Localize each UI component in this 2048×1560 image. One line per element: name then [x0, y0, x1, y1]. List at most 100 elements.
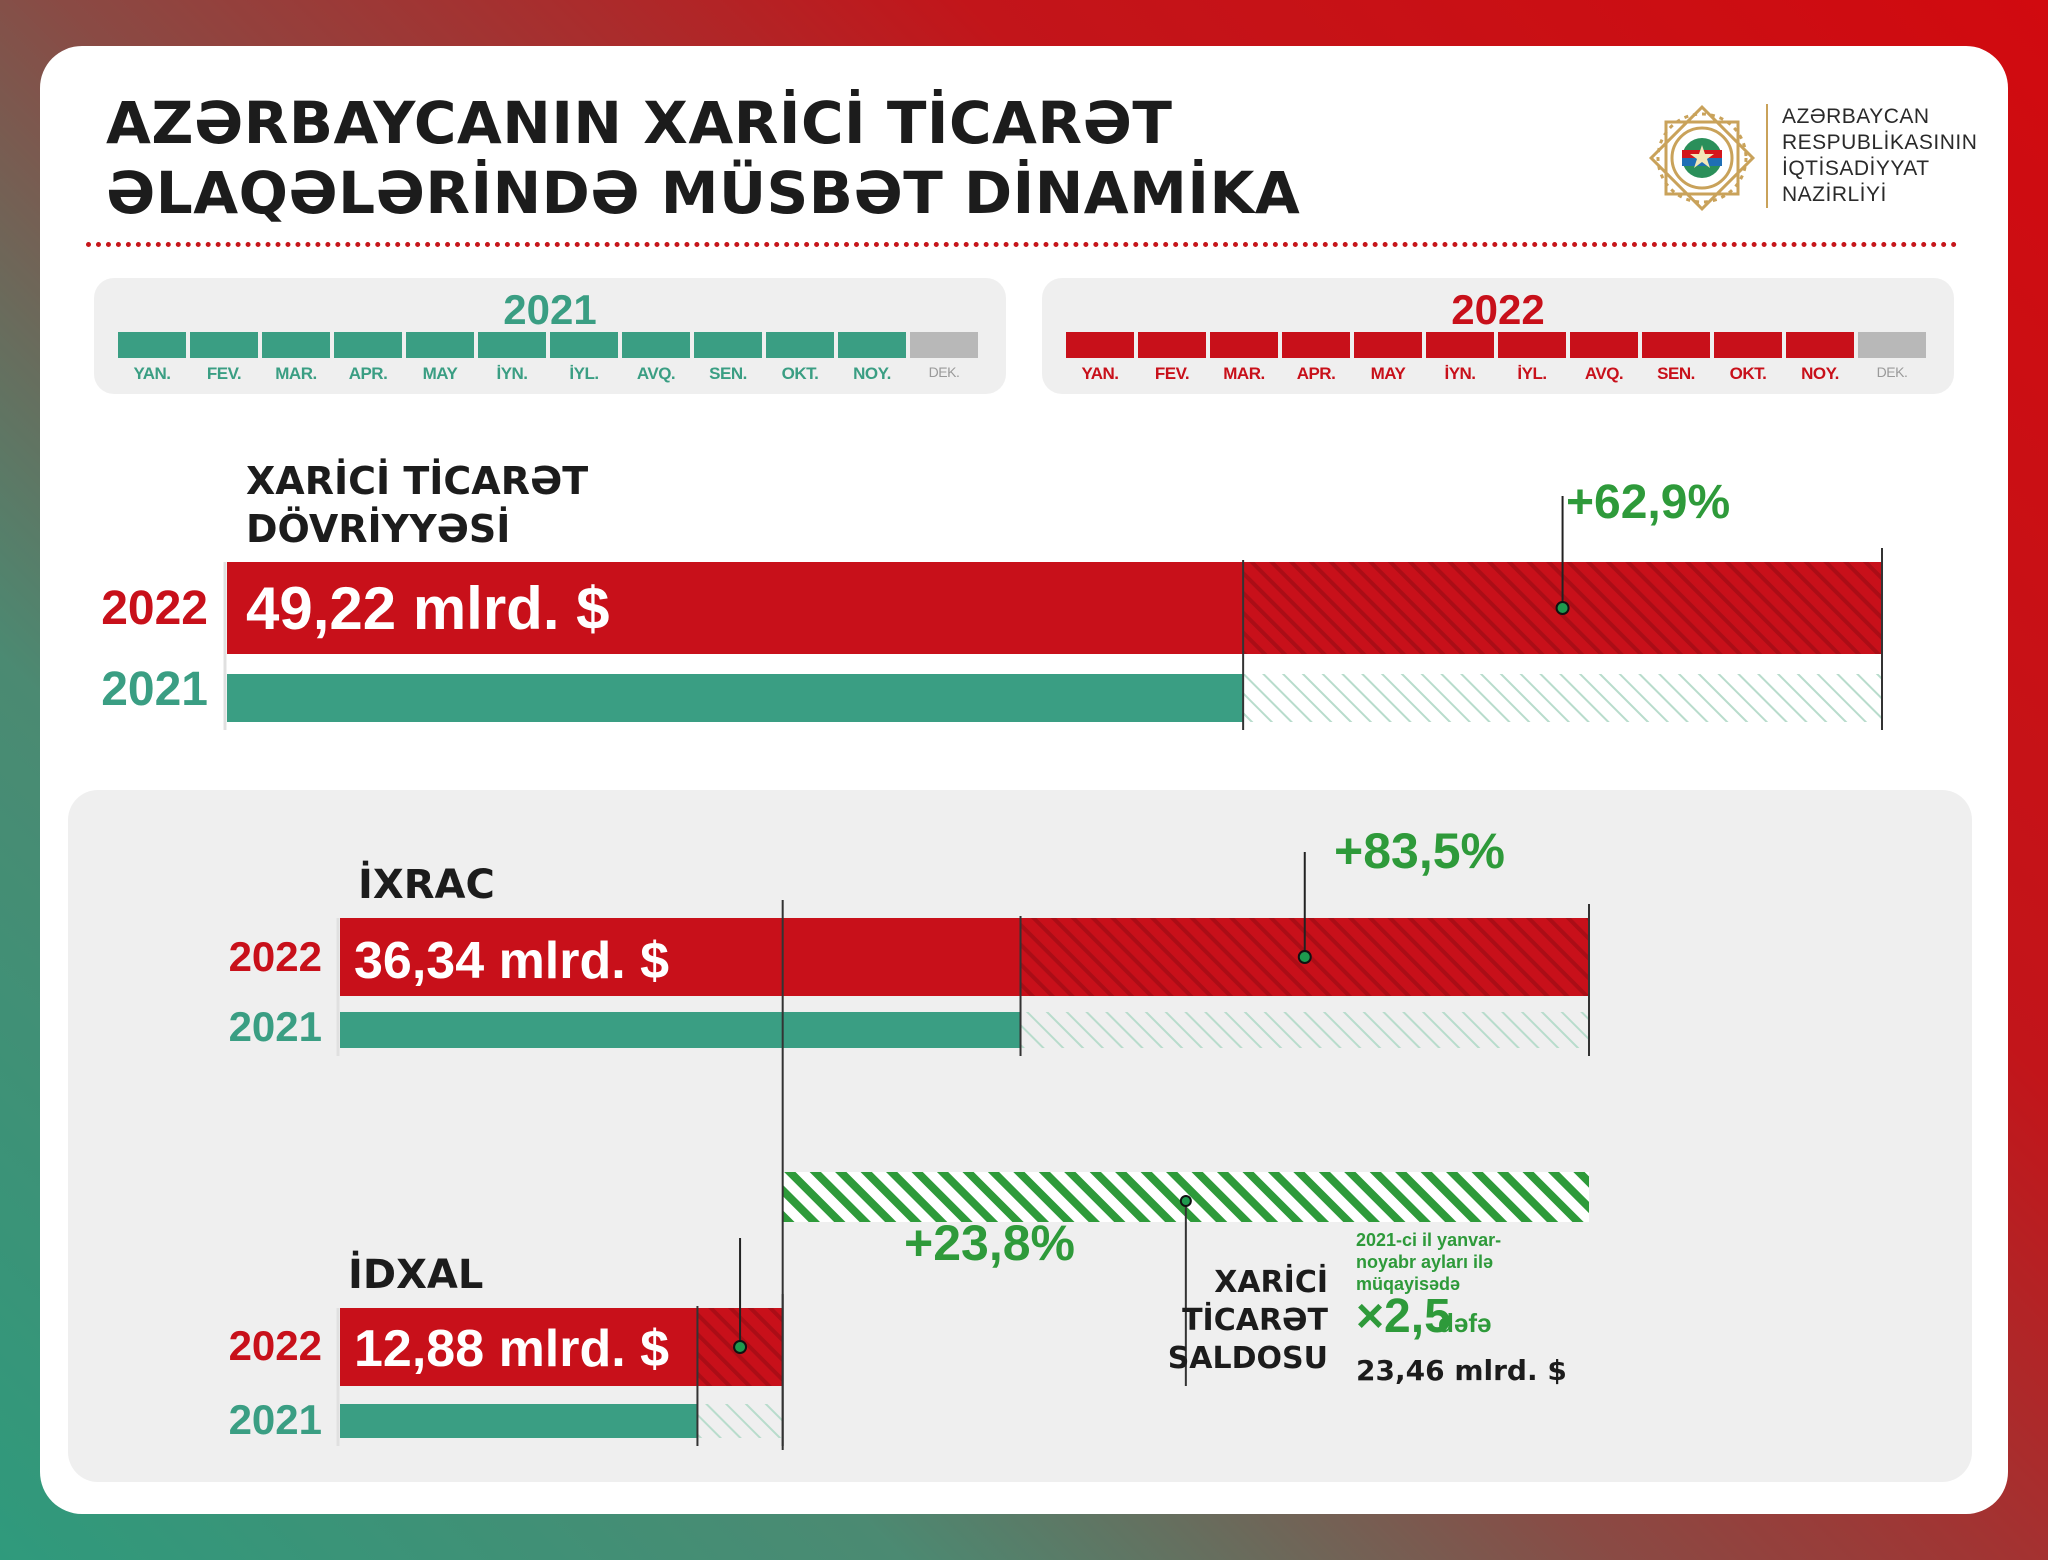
month-label: İYL. — [1517, 364, 1547, 383]
month-bar — [550, 332, 618, 358]
month-bar — [1210, 332, 1278, 358]
year-label-2022: 2022 — [229, 933, 322, 980]
category-label: XARİCİ TİCARƏT — [246, 459, 588, 503]
month-cell: İYL. — [1498, 332, 1566, 384]
ministry-emblem-icon — [1648, 104, 1756, 212]
period-panel-2021: 2021 YAN. FEV. MAR. APR. MAY İYN. İYL. AVQ. SEN.… — [94, 278, 1006, 394]
bar-2022 — [340, 918, 1021, 996]
value-label-2022: 12,88 mlrd. $ — [354, 1320, 669, 1378]
month-label: DEK. — [1876, 364, 1908, 380]
month-label: SEN. — [1657, 364, 1695, 383]
year-label-2021: 2021 — [101, 663, 208, 716]
month-label: İYL. — [569, 364, 599, 383]
growth-marker-dot — [1555, 601, 1570, 615]
bar-2021 — [340, 1404, 698, 1438]
year-label-2022: 2022 — [101, 582, 208, 635]
month-label: MAY — [1370, 364, 1406, 383]
month-label: AVQ. — [1584, 364, 1624, 383]
balance-label: XARİCİ — [1214, 1264, 1328, 1300]
ministry-line: İQTİSADİYYAT — [1782, 157, 1930, 180]
month-cell: APR. — [1282, 332, 1350, 384]
infographic-card: AZƏRBAYCANIN XARİCİ TİCARƏT ƏLAQƏLƏRİNDƏ… — [40, 46, 2008, 1514]
value-label-2022: 49,22 mlrd. $ — [246, 575, 610, 642]
ministry-line: NAZİRLİYİ — [1782, 183, 1887, 206]
page-title: AZƏRBAYCANIN XARİCİ TİCARƏT ƏLAQƏLƏRİNDƏ… — [106, 88, 1300, 228]
month-bar — [1066, 332, 1134, 358]
month-cell: MAR. — [1210, 332, 1278, 384]
month-label: MAR. — [275, 364, 317, 383]
month-cell: DEK. — [910, 332, 978, 384]
balance-multiplier-word: dəfə — [1438, 1308, 1491, 1338]
title-divider — [86, 242, 1958, 247]
month-label: MAY — [422, 364, 458, 383]
month-label: APR. — [348, 364, 388, 383]
month-bar — [694, 332, 762, 358]
month-cell: AVQ. — [1570, 332, 1638, 384]
growth-marker-dot — [733, 1340, 748, 1354]
month-bar — [1426, 332, 1494, 358]
month-label: FEV. — [1154, 364, 1190, 383]
month-label: FEV. — [206, 364, 242, 383]
month-bar — [1138, 332, 1206, 358]
month-bar — [262, 332, 330, 358]
growth-label: +62,9% — [1566, 476, 1730, 529]
month-label: İYN. — [496, 364, 528, 383]
balance-label: TİCARƏT — [1182, 1302, 1328, 1338]
balance-note: noyabr ayları ilə — [1356, 1252, 1493, 1272]
balance-note: 2021-ci il yanvar- — [1356, 1230, 1501, 1250]
month-bar — [1786, 332, 1854, 358]
month-bar — [478, 332, 546, 358]
category-label: İDXAL — [348, 1250, 483, 1298]
month-bar — [1354, 332, 1422, 358]
month-label: İYN. — [1444, 364, 1476, 383]
balance-note: müqayisədə — [1356, 1274, 1460, 1294]
year-label-2021: 2021 — [229, 1396, 322, 1443]
month-label: SEN. — [709, 364, 747, 383]
period-year: 2021 — [503, 286, 597, 333]
year-label-2022: 2022 — [229, 1322, 322, 1369]
month-cell: YAN. — [1066, 332, 1134, 384]
year-label-2021: 2021 — [229, 1003, 322, 1050]
month-cell: YAN. — [118, 332, 186, 384]
month-bar — [1498, 332, 1566, 358]
month-cell: FEV. — [1138, 332, 1206, 384]
month-cell: İYN. — [1426, 332, 1494, 384]
month-cell: İYN. — [478, 332, 546, 384]
month-cell: DEK. — [1858, 332, 1926, 384]
title-line-1: AZƏRBAYCANIN XARİCİ TİCARƏT — [106, 89, 1173, 157]
month-bar — [190, 332, 258, 358]
month-cell: NOY. — [1786, 332, 1854, 384]
category-label: İXRAC — [358, 860, 495, 908]
month-bar — [1714, 332, 1782, 358]
month-strip: YAN. FEV. MAR. APR. MAY İYN. İYL. AVQ. SEN. OKT. N… — [118, 332, 978, 384]
month-bar — [910, 332, 978, 358]
bar-2022 — [340, 1308, 698, 1386]
month-cell: MAY — [1354, 332, 1422, 384]
growth-label: +23,8% — [904, 1215, 1075, 1271]
value-label-2022: 36,34 mlrd. $ — [354, 932, 669, 990]
month-label: NOY. — [853, 364, 891, 383]
month-cell: OKT. — [766, 332, 834, 384]
month-cell: AVQ. — [622, 332, 690, 384]
month-bar — [1642, 332, 1710, 358]
bar-2022 — [227, 562, 1244, 654]
bar-2021-gap — [1020, 1012, 1589, 1048]
month-label: OKT. — [1729, 364, 1767, 383]
month-bar — [118, 332, 186, 358]
bar-2021 — [340, 1012, 1021, 1048]
month-bar — [838, 332, 906, 358]
month-label: APR. — [1296, 364, 1336, 383]
month-bar — [1282, 332, 1350, 358]
bar-2021-gap — [1243, 674, 1882, 722]
bar-2021-gap — [697, 1404, 783, 1438]
period-year: 2022 — [1451, 286, 1545, 333]
month-cell: OKT. — [1714, 332, 1782, 384]
title-line-2: ƏLAQƏLƏRİNDƏ MÜSBƏT DİNAMİKA — [106, 159, 1301, 227]
month-cell: FEV. — [190, 332, 258, 384]
month-cell: İYL. — [550, 332, 618, 384]
balance-multiplier: ×2,5 — [1356, 1290, 1451, 1343]
balance-value-label: 23,46 mlrd. $ — [1356, 1354, 1567, 1387]
month-bar — [622, 332, 690, 358]
